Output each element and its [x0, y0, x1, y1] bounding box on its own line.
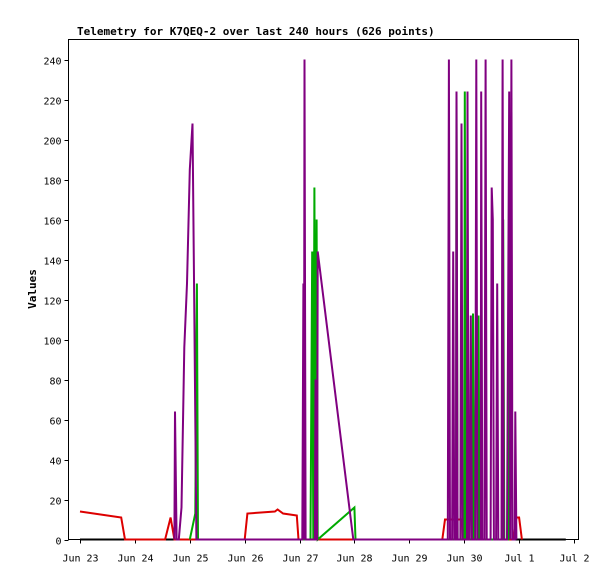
y-tick-label: 60: [49, 417, 61, 428]
x-tick-label: Jun 30: [446, 554, 482, 565]
y-tick-label: 180: [43, 177, 61, 188]
x-tick-label: Jun 27: [282, 554, 318, 565]
y-tick-label: 0: [55, 537, 61, 548]
y-tick-label: 240: [43, 57, 61, 68]
y-axis-label: Values: [26, 269, 39, 309]
x-tick-label: Jun 29: [391, 554, 427, 565]
y-tick-label: 80: [49, 377, 61, 388]
y-tick-label: 220: [43, 97, 61, 108]
x-tick-label: Jun 25: [172, 554, 208, 565]
x-tick-label: Jun 24: [117, 554, 153, 565]
x-tick-label: Jun 28: [336, 554, 372, 565]
x-tick-label: Jun 26: [227, 554, 263, 565]
x-tick-label: Jun 23: [62, 554, 98, 565]
y-tick-label: 200: [43, 137, 61, 148]
y-tick-label: 120: [43, 297, 61, 308]
x-tick-label: Jul 1: [504, 554, 534, 565]
y-tick-label: 160: [43, 217, 61, 228]
chart-title: Telemetry for K7QEQ-2 over last 240 hour…: [77, 25, 435, 38]
y-tick-label: 40: [49, 457, 61, 468]
y-tick-label: 140: [43, 257, 61, 268]
y-tick-label: 100: [43, 337, 61, 348]
series-line-4: [173, 59, 518, 541]
x-tick-label: Jul 2: [559, 554, 589, 565]
y-tick-label: 20: [49, 497, 61, 508]
